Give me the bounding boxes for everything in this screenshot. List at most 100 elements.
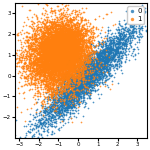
- 1: [58, 49, 61, 51]
- 1: [48, 64, 50, 67]
- 0: [103, 61, 105, 63]
- 0: [124, 40, 126, 43]
- 0: [59, 101, 61, 104]
- 1: [67, 63, 70, 66]
- 1: [59, 47, 61, 49]
- 1: [67, 60, 70, 63]
- 1: [51, 52, 54, 55]
- 1: [70, 28, 72, 30]
- 0: [81, 92, 84, 94]
- 0: [79, 72, 81, 75]
- 1: [68, 14, 71, 16]
- 1: [56, 43, 59, 46]
- 1: [56, 42, 59, 44]
- 0: [95, 60, 98, 62]
- 1: [68, 45, 71, 48]
- 1: [77, 49, 80, 51]
- 0: [39, 117, 42, 119]
- 0: [96, 84, 98, 87]
- 1: [48, 79, 51, 81]
- 1: [62, 78, 65, 80]
- 1: [55, 48, 57, 50]
- 1: [35, 21, 38, 23]
- 1: [42, 45, 45, 48]
- 0: [117, 45, 119, 47]
- 1: [38, 51, 40, 53]
- 1: [48, 68, 51, 70]
- 1: [56, 54, 59, 57]
- 0: [108, 57, 110, 59]
- 1: [47, 58, 49, 60]
- 1: [59, 33, 61, 36]
- 1: [77, 49, 80, 51]
- 1: [71, 34, 74, 37]
- 1: [59, 44, 61, 46]
- 0: [104, 55, 107, 57]
- 1: [76, 71, 79, 73]
- 1: [64, 57, 67, 59]
- 1: [74, 59, 76, 62]
- 1: [62, 61, 64, 64]
- 1: [70, 47, 72, 50]
- 0: [87, 64, 90, 67]
- 1: [61, 34, 64, 37]
- 0: [25, 134, 27, 136]
- 1: [58, 27, 61, 29]
- 1: [71, 63, 73, 66]
- 1: [63, 53, 65, 55]
- 0: [70, 99, 72, 101]
- 0: [50, 96, 52, 98]
- 1: [41, 69, 43, 71]
- 1: [42, 77, 45, 79]
- 1: [56, 19, 58, 22]
- 1: [57, 56, 59, 58]
- 0: [110, 47, 112, 49]
- 0: [138, 18, 140, 20]
- 1: [56, 52, 58, 54]
- 0: [125, 33, 127, 35]
- 1: [43, 40, 45, 43]
- 0: [77, 99, 80, 102]
- 1: [73, 39, 76, 41]
- 0: [98, 63, 101, 65]
- 1: [50, 42, 52, 45]
- 1: [69, 24, 72, 27]
- 1: [35, 37, 37, 40]
- 1: [58, 56, 60, 58]
- 1: [56, 41, 58, 43]
- 1: [63, 58, 65, 60]
- 1: [35, 69, 38, 72]
- 1: [42, 50, 45, 52]
- 1: [48, 32, 50, 34]
- 1: [48, 32, 50, 34]
- 1: [45, 9, 47, 12]
- 1: [76, 48, 79, 51]
- 1: [66, 52, 68, 55]
- 1: [65, 48, 68, 51]
- 1: [50, 57, 52, 60]
- 1: [42, 62, 45, 65]
- 1: [36, 94, 39, 97]
- 0: [72, 103, 74, 106]
- 1: [73, 44, 76, 46]
- 0: [31, 129, 34, 131]
- 0: [118, 57, 121, 59]
- 0: [119, 32, 122, 35]
- 1: [47, 67, 49, 69]
- 1: [55, 43, 57, 46]
- 1: [82, 27, 85, 30]
- 1: [70, 43, 73, 45]
- 1: [32, 48, 34, 51]
- 1: [46, 55, 49, 58]
- 1: [60, 42, 63, 44]
- 0: [88, 75, 91, 77]
- 1: [58, 89, 60, 92]
- 1: [42, 6, 44, 9]
- 0: [64, 98, 66, 100]
- 1: [45, 41, 48, 43]
- 1: [74, 23, 76, 26]
- 1: [67, 82, 69, 84]
- 1: [53, 62, 56, 64]
- 1: [41, 74, 44, 77]
- 1: [61, 57, 64, 60]
